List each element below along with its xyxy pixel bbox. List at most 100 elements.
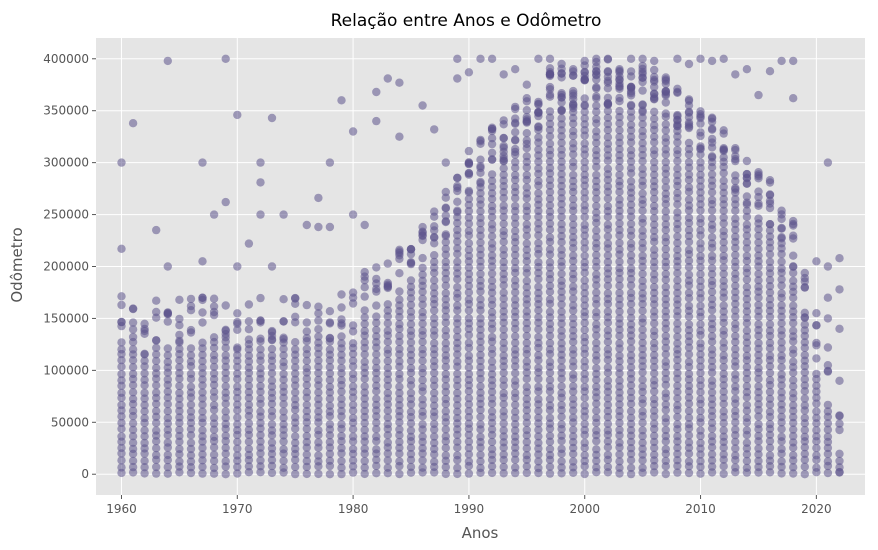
data-point [626,437,636,447]
data-point [511,104,520,114]
data-point [615,170,624,180]
data-point [615,225,624,235]
data-point [673,420,682,429]
data-point [754,306,763,316]
data-point [117,292,126,301]
data-point [707,332,717,341]
data-point [557,350,566,359]
data-point [557,339,566,348]
data-point [615,187,624,197]
data-point [777,424,786,434]
data-point [615,331,624,341]
data-point [128,332,138,342]
data-point [163,351,172,360]
data-point [117,158,126,167]
data-point [661,207,670,216]
data-point [499,281,508,290]
data-point [650,294,659,304]
data-point [291,438,300,448]
data-point [789,451,798,460]
data-point [499,141,508,151]
data-point [209,463,219,473]
data-point [545,258,555,267]
data-point [476,189,485,198]
data-point [453,437,462,446]
data-point [267,362,277,372]
data-point [383,369,392,378]
data-point [209,432,219,441]
data-point [569,432,578,441]
data-point [719,226,728,236]
data-point [453,451,462,460]
data-point [650,307,659,316]
data-point [441,443,450,453]
data-point [684,276,694,285]
data-point [742,275,752,284]
data-point [441,413,450,422]
data-point [673,245,682,254]
data-point [650,220,659,229]
data-point [569,139,578,148]
data-point [522,324,531,334]
data-point [372,279,381,288]
data-point [684,343,694,352]
data-point [696,438,705,448]
data-point [615,325,624,334]
data-point [569,449,578,459]
data-point [603,151,613,160]
data-point [464,269,474,279]
data-point [348,413,358,423]
data-point [175,401,184,410]
data-point [580,419,589,429]
data-point [279,393,288,402]
data-point [650,95,659,104]
data-point [441,339,450,348]
x-tick-label: 1970 [222,502,253,516]
data-point [534,164,543,173]
data-point [823,361,833,370]
data-point [499,375,508,384]
data-point [534,122,543,131]
data-point [209,294,219,303]
data-point [221,368,230,378]
data-point [464,226,474,235]
data-point [800,401,809,410]
data-point [453,350,462,359]
data-point [603,113,613,123]
data-point [152,307,161,317]
data-point [557,431,566,440]
data-point [453,407,462,416]
data-point [638,456,647,465]
data-point [742,438,752,447]
data-point [615,281,624,290]
data-point [800,432,809,441]
data-point [661,400,670,409]
data-point [603,419,613,428]
data-point [302,344,311,354]
data-point [186,407,196,416]
data-point [441,451,450,460]
data-point [522,374,531,384]
data-point [233,262,242,271]
data-point [406,276,416,285]
data-point [754,450,763,459]
data-point [742,351,752,360]
data-point [823,407,833,416]
data-point [754,320,763,329]
data-point [140,326,149,336]
data-point [499,193,508,203]
data-point [279,382,288,391]
data-point [383,300,392,309]
data-point [406,307,416,316]
data-point [140,456,149,466]
data-point [406,449,416,459]
data-point [545,225,555,234]
data-point [128,444,138,454]
data-point [812,309,821,318]
data-point [476,331,485,341]
data-point [592,281,601,290]
data-point [302,406,311,416]
data-point [302,300,311,310]
data-point [557,307,566,316]
data-point [615,212,624,221]
